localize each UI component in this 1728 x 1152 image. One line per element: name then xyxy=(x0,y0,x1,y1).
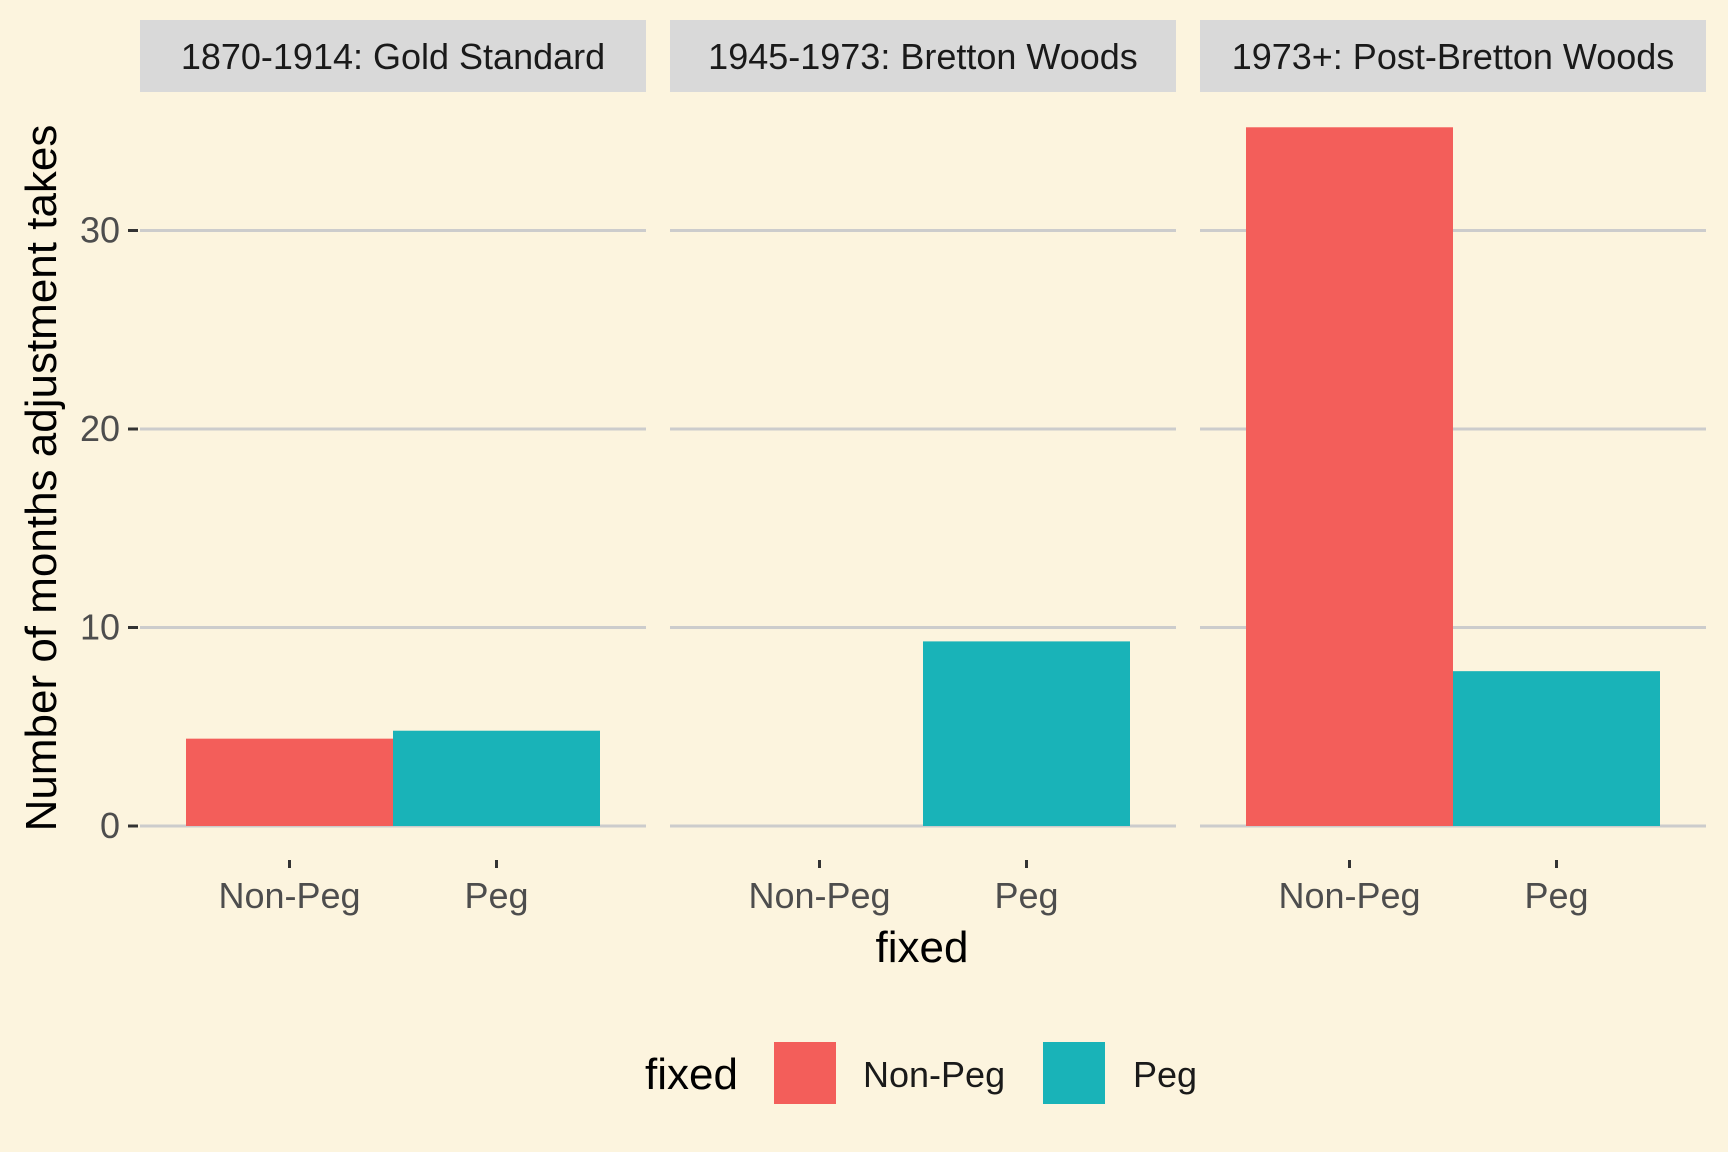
y-tick-label: 0 xyxy=(100,805,120,846)
legend-label: Peg xyxy=(1133,1054,1197,1095)
facet-strip xyxy=(1200,20,1706,92)
bar-non-peg xyxy=(1246,127,1453,826)
x-tick-label: Peg xyxy=(1524,875,1588,916)
facet-strip-label: 1973+: Post-Bretton Woods xyxy=(1232,36,1675,77)
x-tick-label: Peg xyxy=(994,875,1058,916)
legend-label: Non-Peg xyxy=(863,1054,1005,1095)
x-tick-label: Peg xyxy=(464,875,528,916)
y-tick-label: 20 xyxy=(80,408,120,449)
facet-strip xyxy=(670,20,1176,92)
legend-key-peg xyxy=(1043,1042,1105,1104)
bar-peg xyxy=(923,641,1130,826)
x-tick-label: Non-Peg xyxy=(748,875,890,916)
facet-strip xyxy=(140,20,646,92)
y-axis: 0 10 20 30 xyxy=(80,210,138,846)
x-axis-title: fixed xyxy=(876,923,969,972)
bar-peg xyxy=(1453,671,1660,826)
bar-peg xyxy=(393,730,600,826)
facet-panel: 1945-1973: Bretton Woods Non-Peg Peg xyxy=(670,20,1176,916)
legend: fixed Non-Peg Peg xyxy=(645,1042,1197,1104)
facet-panel: 1973+: Post-Bretton Woods Non-Peg Peg xyxy=(1200,20,1706,916)
x-tick-label: Non-Peg xyxy=(1278,875,1420,916)
y-tick-label: 30 xyxy=(80,210,120,251)
legend-title: fixed xyxy=(645,1050,738,1099)
facet-strip-label: 1945-1973: Bretton Woods xyxy=(708,36,1138,77)
y-tick-label: 10 xyxy=(80,607,120,648)
y-axis-title: Number of months adjustment takes xyxy=(17,125,66,832)
legend-key-non-peg xyxy=(774,1042,836,1104)
x-tick-label: Non-Peg xyxy=(218,875,360,916)
facet-panel: 1870-1914: Gold Standard Non-Peg Peg xyxy=(140,20,646,916)
bar-non-peg xyxy=(186,738,393,826)
facet-strip-label: 1870-1914: Gold Standard xyxy=(181,36,605,77)
